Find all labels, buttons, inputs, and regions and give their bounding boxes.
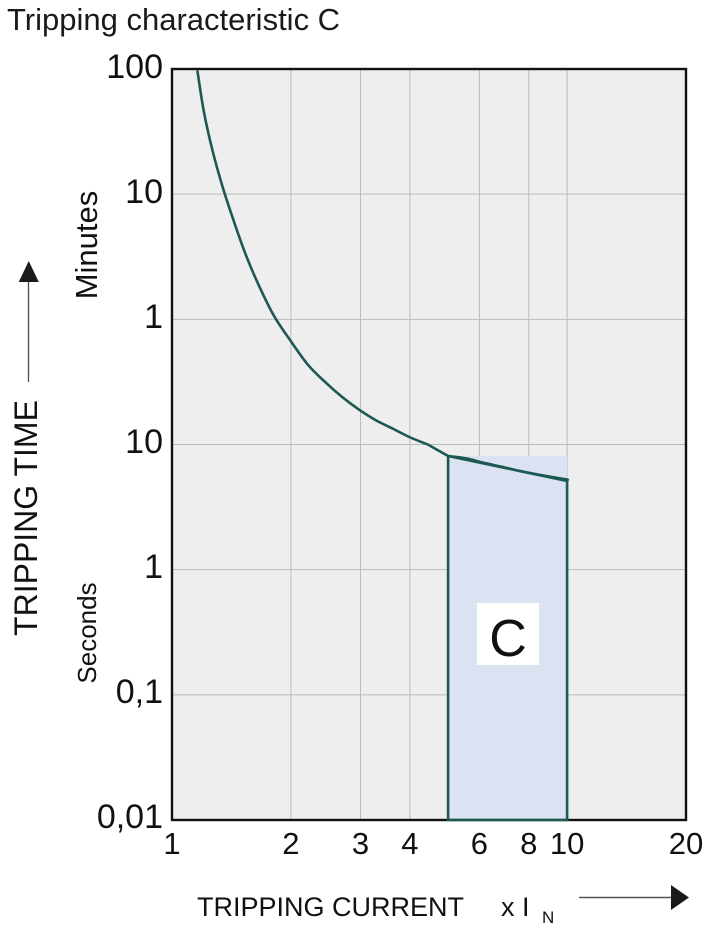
svg-text:1: 1 bbox=[144, 548, 163, 586]
svg-text:Minutes: Minutes bbox=[69, 191, 104, 300]
svg-text:2: 2 bbox=[282, 826, 299, 861]
svg-text:TRIPPING CURRENT: TRIPPING CURRENT bbox=[197, 892, 464, 922]
svg-text:10: 10 bbox=[125, 423, 163, 461]
svg-text:x I: x I bbox=[501, 892, 530, 922]
svg-text:1: 1 bbox=[163, 826, 180, 861]
svg-text:Seconds: Seconds bbox=[72, 582, 102, 683]
svg-text:Tripping characteristic C: Tripping characteristic C bbox=[7, 2, 340, 37]
svg-text:0,01: 0,01 bbox=[97, 798, 163, 836]
svg-text:TRIPPING TIME: TRIPPING TIME bbox=[8, 400, 44, 636]
svg-text:1: 1 bbox=[144, 298, 163, 336]
svg-text:C: C bbox=[489, 610, 527, 668]
svg-text:8: 8 bbox=[520, 826, 537, 861]
svg-text:100: 100 bbox=[106, 48, 163, 86]
svg-text:3: 3 bbox=[352, 826, 369, 861]
svg-text:4: 4 bbox=[401, 826, 418, 861]
svg-text:10: 10 bbox=[550, 826, 584, 861]
svg-text:10: 10 bbox=[125, 173, 163, 211]
svg-text:N: N bbox=[542, 908, 554, 927]
svg-text:6: 6 bbox=[471, 826, 488, 861]
svg-text:0,1: 0,1 bbox=[116, 673, 163, 711]
svg-text:20: 20 bbox=[669, 826, 703, 861]
